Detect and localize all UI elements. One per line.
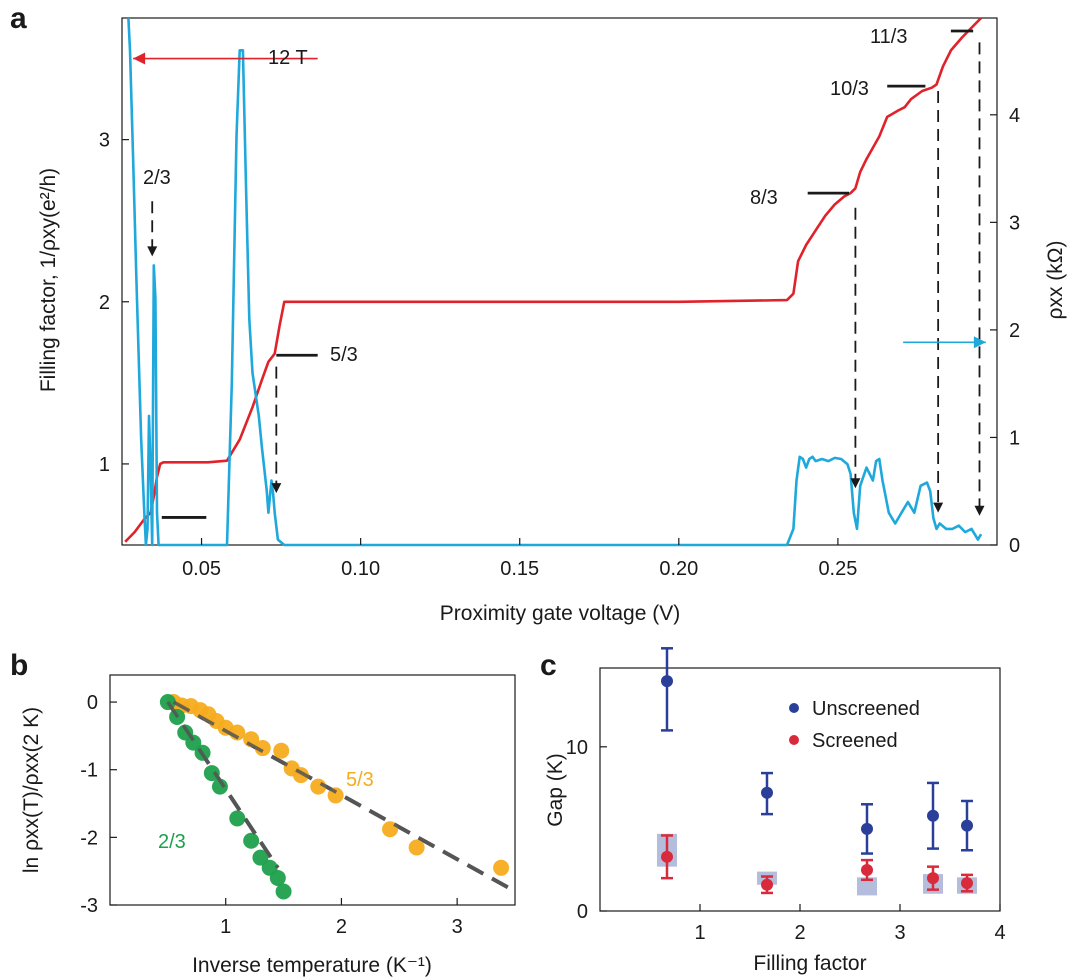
panel-label-b: b	[10, 649, 28, 682]
y-tick-label: 2	[99, 292, 110, 314]
annotation-5-3: 5/3	[330, 344, 358, 366]
marker-arrowhead	[271, 483, 282, 494]
axis-arrow-head	[973, 336, 986, 349]
panel-b-y-ticks: 0 -1 -2 -3	[80, 692, 117, 917]
annotation-12T: 12 T	[268, 47, 308, 69]
x-tick-label: 1	[694, 922, 705, 944]
panel-label-a: a	[10, 2, 27, 35]
y-tick-label: -2	[80, 827, 98, 849]
x-tick-label: 2	[336, 916, 347, 938]
annotation-10-3: 10/3	[830, 78, 869, 100]
x-tick-label: 4	[994, 922, 1005, 944]
fit-line-overlay	[166, 701, 280, 869]
y-tick-label: 0	[87, 692, 98, 714]
panel-b: 1 2 3 0 -1 -2 -3 Inverse temperature (K⁻¹) ln…	[20, 674, 516, 977]
x-tick-label: 3	[452, 916, 463, 938]
point-screened	[761, 878, 773, 891]
legend-unscreened-marker	[789, 703, 799, 713]
screened-band	[857, 877, 877, 896]
point-2-3	[185, 734, 202, 751]
y-tick-label: -3	[80, 895, 98, 917]
legend-screened-marker	[789, 735, 799, 745]
panel-a-data	[124, 17, 986, 547]
panel-c-legend: Unscreened Screened	[789, 698, 920, 752]
fit-line-overlay	[172, 700, 511, 890]
panel-a-y-left-label: Filling factor, 1/ρxy(e²/h)	[37, 168, 60, 392]
point-5-3	[493, 859, 510, 876]
x-tick-label: 0.25	[818, 558, 857, 580]
y-tick-label: 1	[99, 454, 110, 476]
y-tick-label: 3	[99, 130, 110, 152]
x-tick-label: 3	[894, 922, 905, 944]
y2-tick-label: 3	[1009, 212, 1020, 234]
axis-arrow-head	[133, 52, 146, 65]
point-unscreened	[861, 822, 873, 835]
point-2-3	[211, 778, 228, 795]
point-screened	[927, 872, 939, 885]
panel-b-y-label: ln ρxx(T)/ρxx(2 K)	[20, 707, 43, 873]
panel-a-y-right-label: ρxx (kΩ)	[1044, 241, 1067, 320]
panel-c-y-ticks: 0 10	[566, 737, 607, 923]
x-tick-label: 0.05	[182, 558, 221, 580]
point-2-3	[229, 810, 246, 827]
y2-tick-label: 1	[1009, 427, 1020, 449]
point-screened	[661, 850, 673, 863]
panel-b-x-ticks: 1 2 3	[220, 898, 463, 938]
point-unscreened	[927, 809, 939, 822]
y2-tick-label: 2	[1009, 320, 1020, 342]
x-tick-label: 2	[794, 922, 805, 944]
point-5-3	[254, 740, 271, 757]
panel-b-data	[159, 694, 511, 900]
point-5-3	[273, 742, 290, 759]
panel-c-x-label: Filling factor	[753, 952, 866, 975]
y-tick-label: 10	[566, 737, 588, 759]
y2-tick-label: 4	[1009, 105, 1020, 127]
panel-a: 0.05 0.10 0.15 0.20 0.25 1 2 3 0 1 2 3 4 Proximity…	[37, 17, 1067, 625]
x-tick-label: 0.20	[659, 558, 698, 580]
y-tick-label: -1	[80, 760, 98, 782]
point-unscreened	[961, 819, 973, 832]
point-unscreened	[661, 675, 673, 688]
filling-factor-line	[124, 17, 983, 543]
x-tick-label: 0.10	[341, 558, 380, 580]
rho-xx-line	[127, 17, 983, 547]
panel-a-y-left-ticks: 1 2 3	[99, 130, 129, 476]
point-unscreened	[761, 786, 773, 799]
legend-unscreened-label: Unscreened	[812, 698, 920, 720]
panel-a-y-right-ticks: 0 1 2 3 4	[990, 105, 1020, 557]
point-screened	[861, 863, 873, 876]
panel-c: 1 2 3 4 0 10 Filling factor Gap (K) Unscreen…	[544, 647, 1006, 975]
panel-b-x-label: Inverse temperature (K⁻¹)	[192, 954, 432, 977]
x-tick-label: 1	[220, 916, 231, 938]
panel-a-x-ticks: 0.05 0.10 0.15 0.20 0.25	[182, 538, 857, 580]
series-label-2-3: 2/3	[158, 831, 186, 853]
marker-arrowhead	[974, 505, 985, 516]
series-label-5-3: 5/3	[346, 769, 374, 791]
panel-c-y-label: Gap (K)	[544, 753, 567, 827]
point-2-3	[243, 832, 260, 849]
y2-tick-label: 0	[1009, 535, 1020, 557]
point-2-3	[269, 869, 286, 886]
y-tick-label: 0	[577, 901, 588, 923]
marker-arrowhead	[850, 478, 861, 489]
annotation-2-3: 2/3	[143, 167, 171, 189]
annotation-11-3: 11/3	[870, 26, 907, 48]
point-screened	[961, 877, 973, 890]
x-tick-label: 0.15	[500, 558, 539, 580]
point-2-3	[252, 849, 269, 866]
panel-c-data	[657, 647, 977, 896]
panel-label-c: c	[540, 649, 557, 682]
marker-arrowhead	[933, 502, 944, 513]
panel-c-x-ticks: 1 2 3 4	[694, 904, 1006, 944]
legend-screened-label: Screened	[812, 730, 898, 752]
annotation-8-3: 8/3	[750, 187, 778, 209]
marker-arrowhead	[147, 246, 158, 257]
point-2-3	[275, 883, 292, 900]
point-5-3	[408, 839, 425, 856]
panel-b-frame	[109, 674, 516, 906]
panel-a-x-label: Proximity gate voltage (V)	[440, 602, 680, 625]
